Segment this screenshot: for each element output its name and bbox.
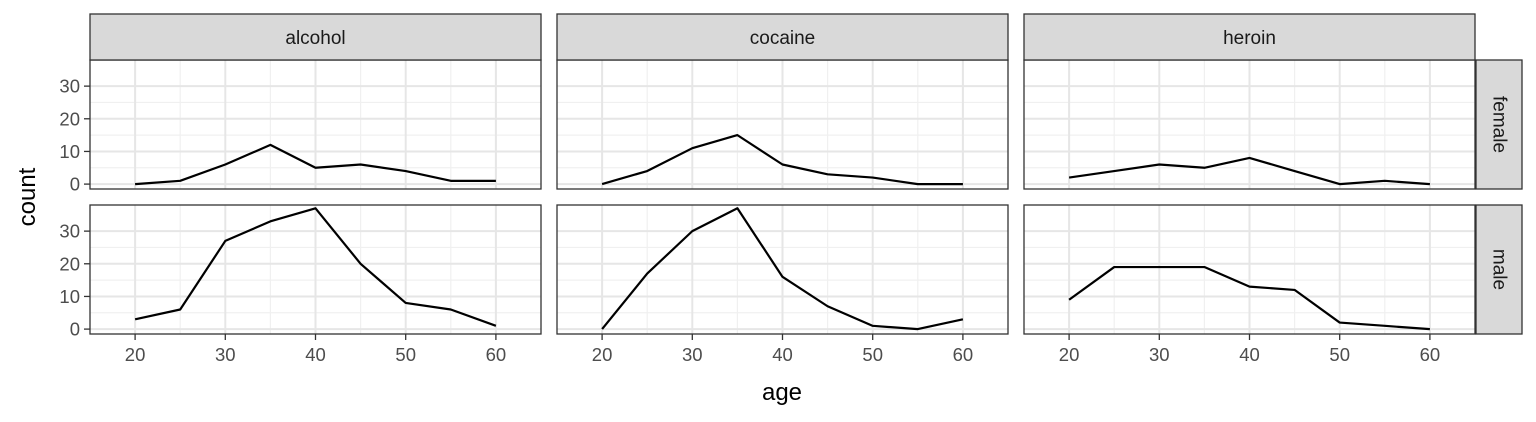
x-tick-label: 20: [592, 344, 613, 365]
strip-label-cocaine: cocaine: [750, 28, 816, 49]
series-line-heroin-female: [1068, 156, 1430, 186]
y-tick-label: 10: [59, 141, 80, 162]
y-axes-layer: 0 10 20 30 0 10 20 30: [59, 76, 90, 340]
x-tick-label: 50: [862, 344, 883, 365]
panel-cocaine-male: [556, 204, 1009, 335]
panel-alcohol-female: [89, 59, 542, 190]
strip-label-male: male: [1489, 249, 1510, 290]
panel-alcohol-male: [89, 204, 542, 335]
strip-label-heroin: heroin: [1223, 28, 1276, 49]
x-tick-label: 40: [305, 344, 326, 365]
panels-layer: [89, 59, 1476, 335]
y-tick-label: 30: [59, 76, 80, 97]
x-tick-label: 60: [486, 344, 507, 365]
y-axis-title: count: [14, 167, 41, 226]
y-tick-label: 10: [59, 286, 80, 307]
series-line-alcohol-female: [135, 143, 496, 186]
x-tick-label: 40: [772, 344, 793, 365]
x-tick-label: 20: [1059, 344, 1080, 365]
x-tick-label: 50: [1329, 344, 1350, 365]
y-tick-label: 20: [59, 253, 80, 274]
x-tick-label: 30: [1149, 344, 1170, 365]
series-line-heroin-male: [1068, 265, 1430, 331]
x-tick-label: 30: [215, 344, 236, 365]
x-axis-title: age: [762, 379, 802, 406]
panel-cocaine-female: [556, 59, 1009, 190]
y-tick-label: 20: [59, 108, 80, 129]
x-tick-label: 60: [1420, 344, 1441, 365]
strip-alcohol: [89, 13, 542, 61]
x-tick-label: 40: [1239, 344, 1260, 365]
x-tick-label: 50: [395, 344, 416, 365]
series-line-cocaine-male: [601, 207, 964, 331]
strip-female: [1475, 59, 1523, 190]
x-axes-layer: 20 30 40 50 60 20 30 40 50 60 20 30 40 50 60: [125, 334, 1440, 365]
strip-male: [1475, 204, 1523, 335]
x-tick-label: 60: [953, 344, 974, 365]
panel-heroin-male: [1023, 204, 1476, 335]
x-tick-label: 30: [682, 344, 703, 365]
strips-layer: alcohol cocaine heroin female male: [89, 13, 1523, 335]
y-tick-label: 0: [70, 319, 80, 340]
strip-label-alcohol: alcohol: [285, 28, 345, 49]
x-tick-label: 20: [125, 344, 146, 365]
series-line-alcohol-male: [134, 207, 497, 327]
series-line-cocaine-female: [601, 134, 963, 186]
strip-heroin: [1023, 13, 1476, 61]
y-tick-label: 0: [70, 174, 80, 195]
panel-heroin-female: [1023, 59, 1476, 190]
y-tick-label: 30: [59, 221, 80, 242]
strip-cocaine: [556, 13, 1009, 61]
strip-label-female: female: [1489, 96, 1510, 153]
